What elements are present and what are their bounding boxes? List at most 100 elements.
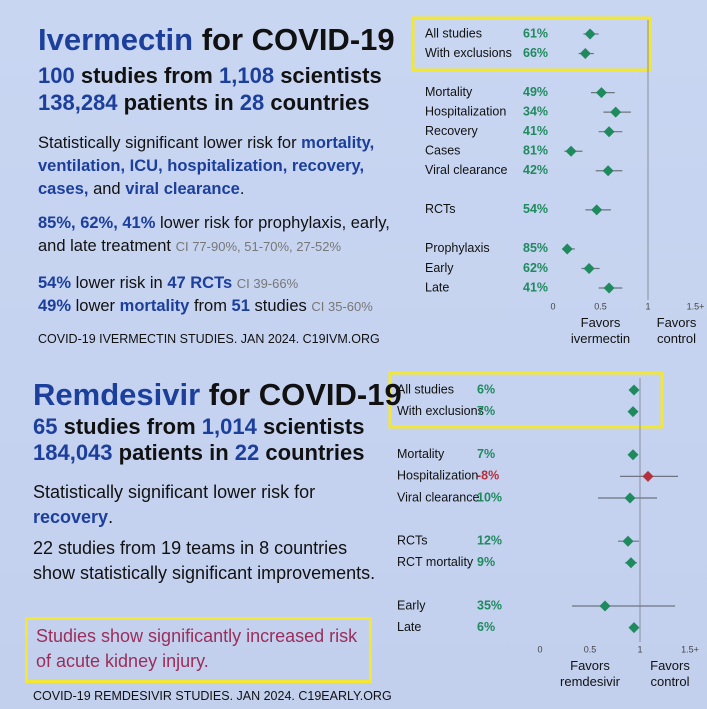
effect-label: 35% [477, 598, 502, 612]
row-label: Mortality [425, 85, 473, 99]
point-estimate [603, 165, 614, 176]
point-estimate [600, 601, 611, 612]
point-estimate [626, 557, 637, 568]
effect-label: 34% [523, 104, 548, 118]
point-estimate [596, 87, 607, 98]
effect-label: 41% [523, 280, 548, 294]
num: 49% [38, 297, 71, 315]
stats-line: 138,284 patients in 28 countries [38, 90, 369, 116]
txt: lower [76, 297, 115, 315]
txt: . [108, 507, 113, 527]
row-label: Prophylaxis [425, 241, 490, 255]
effect-label: 49% [523, 85, 548, 99]
point-estimate [604, 126, 615, 137]
row-label: With exclusions [425, 46, 512, 60]
row-label: Recovery [425, 124, 479, 138]
num: 51 [232, 297, 250, 315]
row-label: Hospitalization [397, 469, 478, 483]
txt: and [93, 180, 121, 198]
effect-label: 42% [523, 163, 548, 177]
drug: Remdesivir [33, 377, 200, 412]
stats-line: 184,043 patients in 22 countries [33, 440, 364, 466]
point-estimate [566, 146, 577, 157]
drug: Ivermectin [38, 22, 193, 57]
point-estimate [585, 29, 596, 40]
row-label: RCTs [397, 533, 428, 547]
favors-label: Favors control [642, 315, 707, 347]
num: 47 RCTs [167, 274, 232, 292]
title-rest: for COVID-19 [202, 22, 395, 57]
row-label: Cases [425, 144, 460, 158]
effect-label: 9% [477, 555, 495, 569]
effect-label: 6% [477, 382, 495, 396]
point-estimate [580, 48, 591, 59]
txt: countries [265, 440, 364, 465]
paragraph: 54% lower risk in 47 RCTs CI 39-66% 49% l… [38, 272, 408, 318]
txt: . [240, 180, 245, 198]
point-estimate [643, 471, 654, 482]
row-label: RCT mortality [397, 555, 474, 569]
paragraph: Statistically significant lower risk for… [38, 132, 408, 201]
row-label: With exclusions [397, 404, 484, 418]
favors-label: Favors control [635, 658, 705, 690]
row-label: Mortality [397, 447, 445, 461]
paragraph: Statistically significant lower risk for… [33, 480, 373, 530]
row-label: Early [425, 261, 454, 275]
point-estimate [629, 385, 640, 396]
num: 85%, 62%, 41% [38, 214, 155, 232]
x-tick-label: 0.5 [584, 644, 597, 654]
num: 28 [240, 90, 264, 115]
txt: Statistically significant lower risk for [33, 482, 315, 502]
txt: studies [254, 297, 306, 315]
txt: countries [270, 90, 369, 115]
paragraph: 85%, 62%, 41% lower risk for prophylaxis… [38, 212, 408, 258]
title: Ivermectin for COVID-19 [38, 22, 395, 58]
row-label: Hospitalization [425, 104, 506, 118]
point-estimate [562, 243, 573, 254]
footer: COVID-19 IVERMECTIN STUDIES. JAN 2024. C… [38, 332, 380, 346]
point-estimate [625, 493, 636, 504]
num: 54% [38, 274, 71, 292]
effect-label: 6% [477, 620, 495, 634]
txt: studies from [81, 63, 213, 88]
txt: studies from [64, 414, 196, 439]
row-label: Viral clearance [425, 163, 508, 177]
num: 65 [33, 414, 57, 439]
txt: from [194, 297, 227, 315]
num: 184,043 [33, 440, 113, 465]
txt: scientists [280, 63, 382, 88]
ci: CI 39-66% [237, 276, 298, 291]
txt: patients in [119, 440, 229, 465]
effect-label: 61% [523, 26, 548, 40]
x-tick-label: 0.5 [594, 301, 607, 311]
x-tick-label: 1 [645, 301, 650, 311]
row-label: All studies [397, 382, 454, 396]
effect-label: 7% [477, 404, 495, 418]
warning: Studies show significantly increased ris… [25, 617, 372, 683]
point-estimate [610, 107, 621, 118]
point-estimate [591, 204, 602, 215]
highlight-box [390, 373, 662, 427]
point-estimate [584, 263, 595, 274]
point-estimate [629, 622, 640, 633]
favors-label: Favors ivermectin [561, 315, 641, 347]
effect-label: 85% [523, 241, 548, 255]
txt: scientists [263, 414, 365, 439]
outcome: recovery [33, 507, 108, 527]
effect-label: 41% [523, 124, 548, 138]
row-label: Viral clearance [397, 490, 480, 504]
txt: lower risk in [76, 274, 163, 292]
effect-label: -8% [477, 469, 499, 483]
effect-label: 7% [477, 447, 495, 461]
row-label: RCTs [425, 202, 456, 216]
infographic: 00.511.5+All studies61%With exclusions66… [0, 0, 707, 709]
txt: Statistically significant lower risk for [38, 134, 297, 152]
num: 138,284 [38, 90, 118, 115]
paragraph: 22 studies from 19 teams in 8 countries … [33, 536, 378, 586]
num: 22 [235, 440, 259, 465]
effect-label: 12% [477, 533, 502, 547]
outcome: viral clearance [125, 180, 240, 198]
point-estimate [604, 283, 615, 294]
point-estimate [628, 406, 639, 417]
num: 100 [38, 63, 75, 88]
